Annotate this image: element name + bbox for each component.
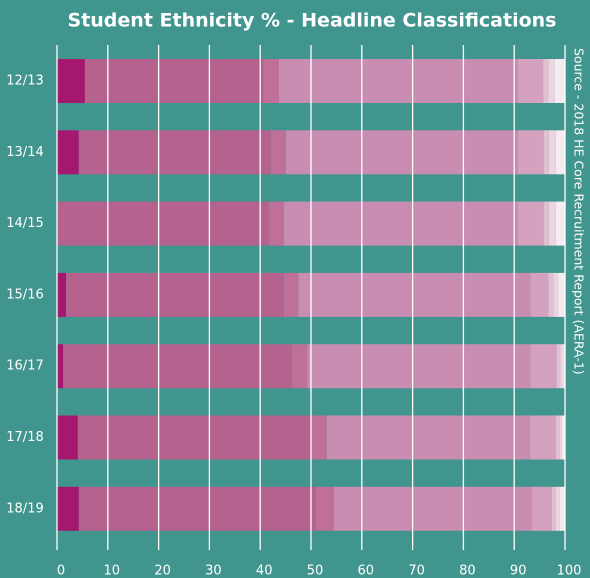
- bar-segment: [333, 486, 532, 531]
- x-tick-label: 60: [358, 564, 375, 578]
- source-note: Source - 2018 HE Core Recruitment Report…: [572, 48, 587, 375]
- x-tick-label: 30: [205, 564, 222, 578]
- bar-segment: [543, 130, 549, 175]
- bar-segment: [555, 130, 565, 175]
- bar-segment: [326, 415, 530, 460]
- bar-segment: [63, 344, 293, 389]
- bar-segment: [548, 272, 554, 317]
- x-tick-label: 100: [557, 564, 582, 578]
- bar-segment: [78, 130, 271, 175]
- bar-segment: [268, 201, 285, 246]
- bar-segment: [57, 130, 79, 175]
- bar-segment: [556, 344, 561, 389]
- bar-segment: [558, 272, 566, 317]
- bar-segment: [559, 415, 562, 460]
- x-tick-label: 80: [459, 564, 476, 578]
- y-tick-label: 14/15: [6, 216, 43, 231]
- bar-segment: [561, 415, 565, 460]
- bar-segment: [555, 201, 565, 246]
- bar-segment: [57, 415, 78, 460]
- bar-segment: [57, 59, 85, 103]
- bar-segment: [298, 272, 531, 317]
- x-tick-label: 0: [57, 564, 65, 578]
- bar-segment: [559, 486, 565, 531]
- bar-segment: [553, 272, 559, 317]
- bar-segment: [286, 130, 518, 175]
- bar-segment: [517, 130, 544, 175]
- bar-segment: [554, 59, 565, 103]
- y-tick-label: 13/14: [6, 145, 43, 160]
- bar-segment: [78, 486, 317, 531]
- bar-segment: [57, 201, 269, 246]
- bar-segment: [548, 59, 555, 103]
- bar-segment: [517, 59, 544, 103]
- bar-segment: [263, 59, 279, 103]
- x-tick-label: 50: [307, 564, 324, 578]
- bar-segment: [307, 344, 531, 389]
- bar-segment: [66, 272, 285, 317]
- bar-segment: [292, 344, 308, 389]
- bar-segment: [531, 486, 552, 531]
- bar-segment: [77, 415, 310, 460]
- bar-segment: [551, 486, 556, 531]
- x-tick-label: 70: [408, 564, 425, 578]
- bar-segment: [316, 486, 334, 531]
- x-tick-label: 40: [256, 564, 273, 578]
- bar-segment: [530, 344, 557, 389]
- bar-segment: [57, 272, 67, 317]
- bar-segment: [530, 272, 549, 317]
- bar-segment: [57, 344, 64, 389]
- y-tick-label: 12/13: [6, 74, 43, 89]
- bar-segment: [309, 415, 327, 460]
- bar-segment: [517, 201, 544, 246]
- x-tick-label: 10: [104, 564, 121, 578]
- bar-segment: [529, 415, 556, 460]
- y-tick-label: 16/17: [6, 359, 43, 374]
- x-tick-label: 90: [510, 564, 527, 578]
- bar-segment: [284, 272, 299, 317]
- bar-segment: [270, 130, 287, 175]
- bar-segment: [278, 59, 518, 103]
- bar-segment: [555, 486, 560, 531]
- chart-title: Student Ethnicity % - Headline Classific…: [68, 10, 557, 32]
- bar-segment: [84, 59, 264, 103]
- x-tick-label: 20: [154, 564, 171, 578]
- bar-segment: [560, 344, 564, 389]
- bar-segment: [543, 201, 549, 246]
- bar-segment: [548, 201, 556, 246]
- y-tick-label: 18/19: [6, 501, 43, 516]
- bar-segment: [284, 201, 518, 246]
- y-tick-label: 17/18: [6, 430, 43, 445]
- y-tick-label: 15/16: [6, 287, 43, 302]
- bar-segment: [555, 415, 560, 460]
- bar-segment: [543, 59, 549, 103]
- bar-segment: [57, 486, 79, 531]
- bar-segment: [548, 130, 556, 175]
